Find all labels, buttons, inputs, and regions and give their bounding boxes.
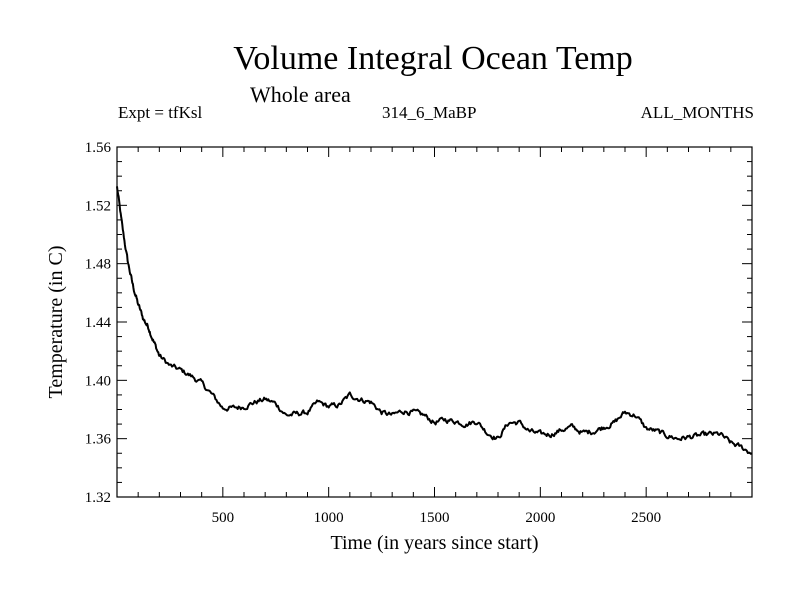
axis-ticks <box>117 147 752 497</box>
y-tick-label: 1.56 <box>85 140 112 156</box>
y-tick-label: 1.52 <box>85 198 111 214</box>
y-tick-label: 1.32 <box>85 490 111 506</box>
x-tick-label: 2000 <box>525 510 555 526</box>
y-tick-label: 1.48 <box>85 257 111 273</box>
temperature-series-line <box>117 186 752 453</box>
x-tick-label: 1500 <box>420 510 450 526</box>
x-tick-label: 2500 <box>631 510 661 526</box>
x-tick-label: 1000 <box>314 510 344 526</box>
y-tick-label: 1.40 <box>85 373 111 389</box>
x-tick-label: 500 <box>212 510 235 526</box>
plot-frame <box>117 147 752 497</box>
y-axis-label: Temperature (in C) <box>45 246 67 399</box>
y-tick-labels: 1.32 1.36 1.40 1.44 1.48 1.52 1.56 <box>85 140 112 506</box>
x-tick-labels: 500 1000 1500 2000 2500 <box>212 510 662 526</box>
x-axis-label: Time (in years since start) <box>330 532 538 554</box>
line-chart: 1.32 1.36 1.40 1.44 1.48 1.52 1.56 500 1000 1500… <box>0 0 800 600</box>
y-tick-label: 1.36 <box>85 432 112 448</box>
y-tick-label: 1.44 <box>85 315 112 331</box>
